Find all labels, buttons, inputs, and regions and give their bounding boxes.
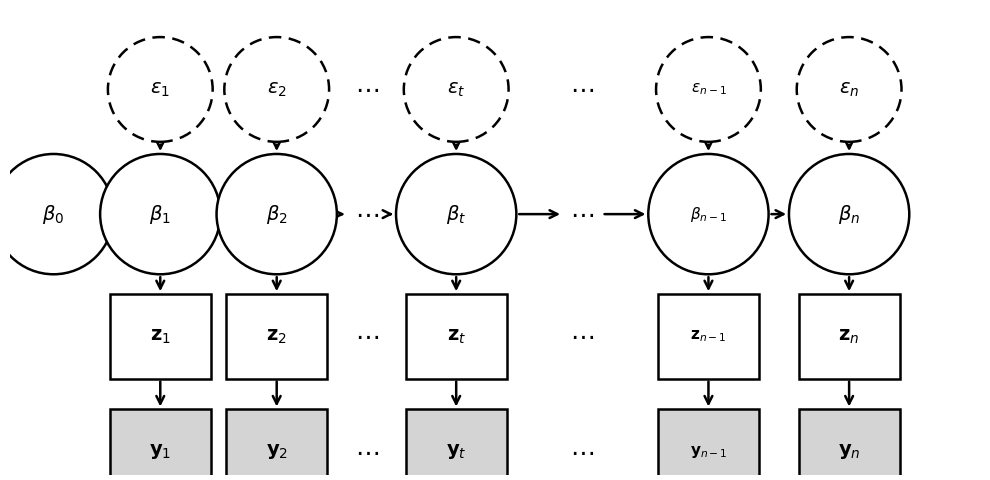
- Ellipse shape: [108, 37, 213, 142]
- Text: $\mathbf{z}_{n-1}$: $\mathbf{z}_{n-1}$: [690, 329, 727, 344]
- Text: $\mathbf{z}_1$: $\mathbf{z}_1$: [149, 327, 170, 346]
- Text: $\cdots$: $\cdots$: [570, 440, 594, 464]
- Ellipse shape: [404, 37, 509, 142]
- Ellipse shape: [797, 37, 902, 142]
- Bar: [110, 294, 211, 379]
- Ellipse shape: [100, 154, 221, 274]
- Text: $\cdots$: $\cdots$: [354, 324, 379, 348]
- Text: $\beta_n$: $\beta_n$: [838, 203, 860, 226]
- Bar: [799, 294, 900, 379]
- Text: $\mathbf{y}_n$: $\mathbf{y}_n$: [838, 442, 860, 461]
- Text: $\cdots$: $\cdots$: [354, 202, 379, 226]
- Bar: [406, 409, 507, 480]
- Bar: [658, 294, 759, 379]
- Ellipse shape: [225, 37, 329, 142]
- Text: $\beta_2$: $\beta_2$: [266, 203, 287, 226]
- Text: $\beta_0$: $\beta_0$: [43, 203, 64, 226]
- Ellipse shape: [217, 154, 337, 274]
- Text: $\cdots$: $\cdots$: [570, 324, 594, 348]
- Text: $\varepsilon_2$: $\varepsilon_2$: [267, 80, 286, 98]
- Text: $\mathbf{z}_2$: $\mathbf{z}_2$: [266, 327, 287, 346]
- Ellipse shape: [396, 154, 517, 274]
- Text: $\mathbf{z}_n$: $\mathbf{z}_n$: [839, 327, 859, 346]
- Bar: [227, 294, 327, 379]
- Bar: [799, 409, 900, 480]
- Text: $\mathbf{y}_2$: $\mathbf{y}_2$: [265, 442, 288, 461]
- Bar: [658, 409, 759, 480]
- Text: $\beta_t$: $\beta_t$: [446, 203, 466, 226]
- Ellipse shape: [648, 154, 768, 274]
- Bar: [110, 409, 211, 480]
- Ellipse shape: [789, 154, 909, 274]
- Text: $\mathbf{y}_1$: $\mathbf{y}_1$: [149, 442, 171, 461]
- Text: $\cdots$: $\cdots$: [570, 77, 594, 101]
- Text: $\cdots$: $\cdots$: [354, 77, 379, 101]
- Bar: [227, 409, 327, 480]
- Text: $\cdots$: $\cdots$: [354, 440, 379, 464]
- Text: $\cdots$: $\cdots$: [570, 202, 594, 226]
- Text: $\varepsilon_n$: $\varepsilon_n$: [839, 80, 859, 98]
- Text: $\beta_1$: $\beta_1$: [149, 203, 171, 226]
- Text: $\beta_{n-1}$: $\beta_{n-1}$: [690, 204, 727, 224]
- Text: $\mathbf{y}_{n-1}$: $\mathbf{y}_{n-1}$: [690, 444, 728, 460]
- Text: $\varepsilon_1$: $\varepsilon_1$: [150, 80, 170, 98]
- Bar: [406, 294, 507, 379]
- Text: $\varepsilon_t$: $\varepsilon_t$: [447, 80, 465, 98]
- Text: $\mathbf{z}_t$: $\mathbf{z}_t$: [446, 327, 466, 346]
- Text: $\varepsilon_{n-1}$: $\varepsilon_{n-1}$: [691, 82, 727, 97]
- Ellipse shape: [656, 37, 761, 142]
- Text: $\mathbf{y}_t$: $\mathbf{y}_t$: [446, 442, 466, 461]
- Ellipse shape: [0, 154, 114, 274]
